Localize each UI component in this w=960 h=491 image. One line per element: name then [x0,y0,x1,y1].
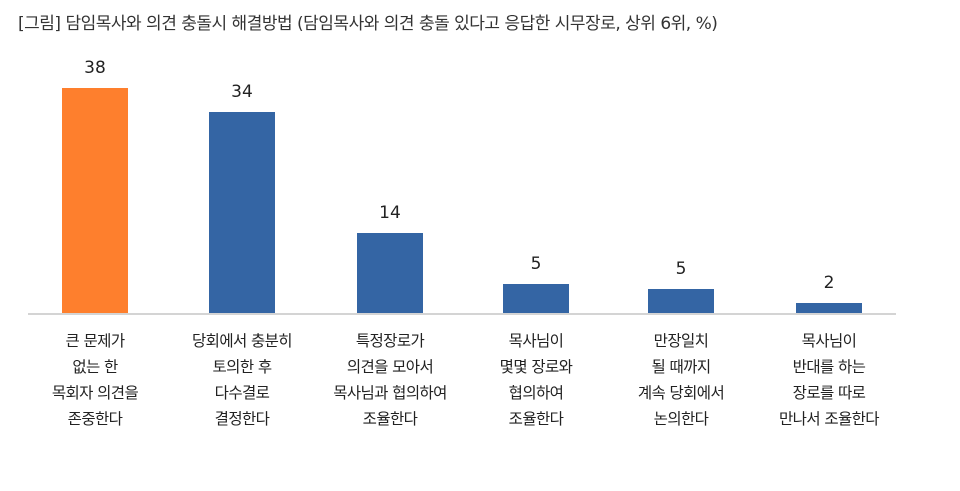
value-label-5: 5 [675,259,687,279]
bar-3 [357,233,423,314]
x-axis-line [28,313,896,315]
bar-5 [648,289,714,314]
value-label-4: 5 [530,254,542,274]
category-label-5: 만장일치 될 때까지 계속 당회에서 논의한다 [637,332,725,428]
value-label-6: 2 [823,273,835,293]
bar-1 [62,88,128,314]
value-label-3: 14 [379,203,401,223]
category-label-4: 목사님이 몇몇 장로와 협의하여 조율한다 [499,332,573,428]
plot-area: 38 34 14 5 5 2 [28,40,896,315]
category-label-2: 당회에서 충분히 토의한 후 다수결로 결정한다 [192,332,293,428]
category-label-1: 큰 문제가 없는 한 목회자 의견을 존중한다 [51,332,139,428]
bar-4 [503,284,569,314]
bar-2 [209,112,275,314]
category-label-6: 목사님이 반대를 하는 장로를 따로 만나서 조율한다 [779,332,880,428]
bar-6 [796,303,862,314]
value-label-1: 38 [84,58,106,78]
chart-title: [그림] 담임목사와 의견 충돌시 해결방법 (담임목사와 의견 충돌 있다고 … [18,14,718,34]
value-label-2: 34 [231,82,253,102]
category-label-3: 특정장로가 의견을 모아서 목사님과 협의하여 조율한다 [333,332,447,428]
